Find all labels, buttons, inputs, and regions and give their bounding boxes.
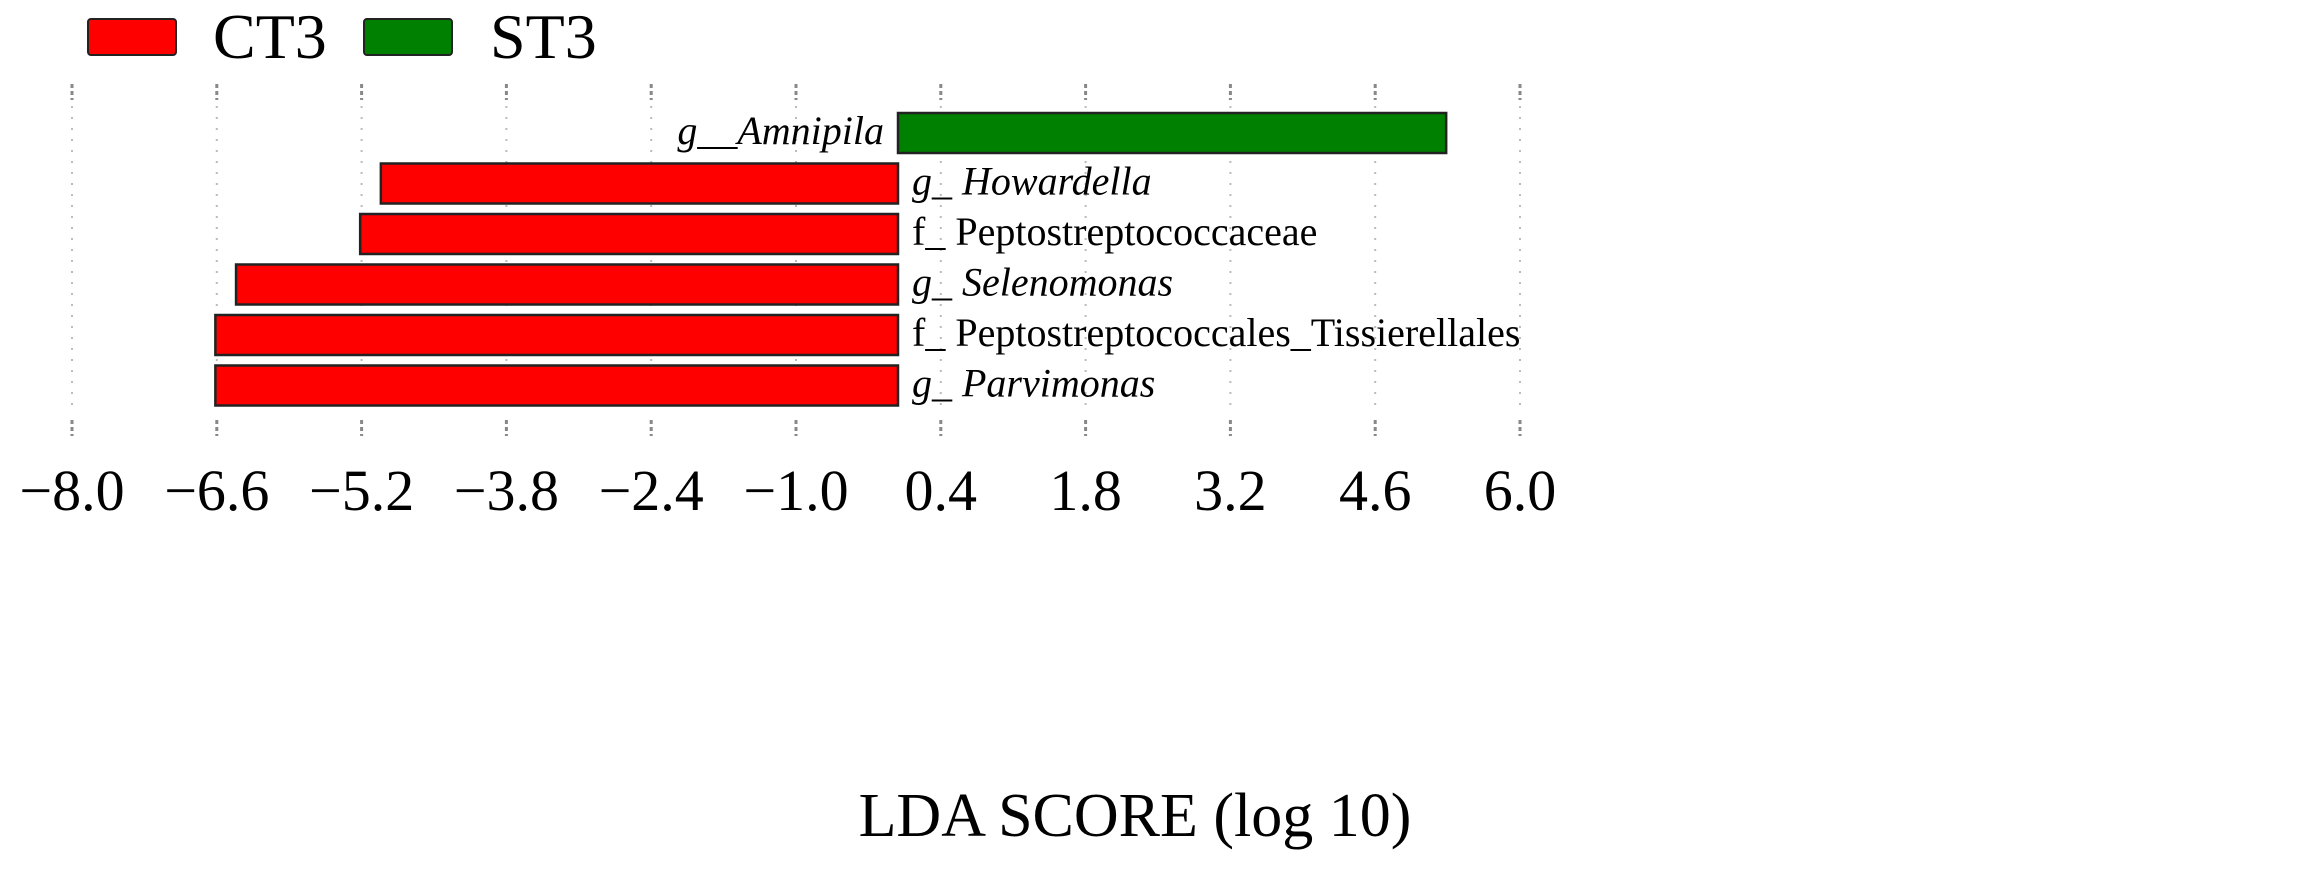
- x-tick-label: −6.6: [164, 458, 269, 523]
- legend-label-st3: ST3: [490, 1, 597, 72]
- x-tick-label: −1.0: [743, 458, 848, 523]
- bar-selenomonas: [234, 263, 900, 306]
- bar-label-howardella: g_ Howardella: [912, 159, 1152, 204]
- bar-amnipila: [896, 111, 1448, 155]
- x-tick-label: −5.2: [309, 458, 414, 523]
- bar-label-selenomonas: g_ Selenomonas: [912, 260, 1173, 305]
- bar-label-peptostreptococcales_tissierellales: f_ Peptostreptococcales_Tissierellales: [912, 310, 1520, 355]
- bars: g__Amnipila g_ Howardella f_ Peptostreptoc…: [214, 108, 1520, 407]
- x-tick-label: 0.4: [905, 458, 978, 523]
- x-tick-label: 1.8: [1049, 458, 1122, 523]
- x-axis-title: LDA SCORE (log 10): [859, 782, 1412, 850]
- bar-label-parvimonas: g_ Parvimonas: [912, 361, 1155, 406]
- bar-label-peptostreptococcaceae: f_ Peptostreptococcaceae: [912, 209, 1317, 254]
- legend-swatch-st3: [363, 18, 453, 56]
- grid-lines: [70, 84, 1522, 408]
- bar-howardella: [379, 162, 900, 205]
- x-tick-label: 3.2: [1194, 458, 1267, 523]
- x-tick-label: 6.0: [1484, 458, 1557, 523]
- bar-peptostreptococcales_tissierellales: [214, 313, 900, 357]
- legend-swatch-ct3: [87, 18, 177, 56]
- x-tick-label: −2.4: [599, 458, 704, 523]
- x-axis: −8.0 −6.6 −5.2 −3.8 −2.4 −1.0 0.4 1.8 3.2 4.6 6.0: [19, 420, 1556, 523]
- bar-label-amnipila: g__Amnipila: [677, 108, 884, 153]
- x-tick-label: 4.6: [1339, 458, 1412, 523]
- legend: CT3 ST3: [87, 1, 597, 72]
- x-tick-label: −3.8: [454, 458, 559, 523]
- legend-label-ct3: CT3: [213, 1, 327, 72]
- x-tick-label: −8.0: [19, 458, 124, 523]
- bar-parvimonas: [214, 364, 900, 407]
- bar-peptostreptococcaceae: [358, 212, 900, 256]
